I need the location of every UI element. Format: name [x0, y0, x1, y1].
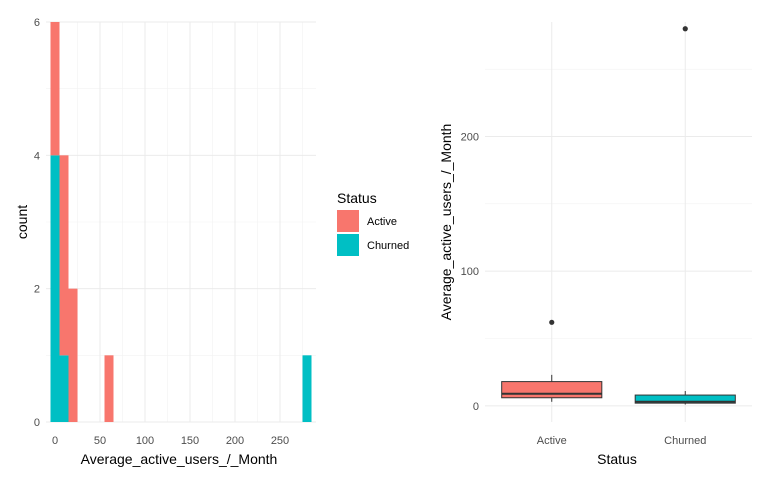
boxplot-y-tick-label: 100	[461, 266, 479, 278]
boxplot-box-active	[501, 381, 603, 399]
boxplot-outlier-active	[549, 319, 555, 325]
histogram-bar-churned	[50, 155, 60, 423]
boxplot-x-ticks: Active Churned	[537, 435, 707, 447]
histogram-x-tick-label: 100	[136, 435, 154, 447]
legend-label-active: Active	[367, 216, 397, 228]
boxplot-y-tick-label: 200	[461, 131, 479, 143]
boxplot-x-axis-title: Status	[597, 451, 637, 467]
histogram-bars	[50, 22, 312, 423]
boxplot-marks	[501, 26, 736, 405]
legend: Status Active Churned	[337, 190, 409, 256]
histogram-y-tick-label: 4	[34, 150, 40, 162]
histogram-x-tick-label: 150	[181, 435, 199, 447]
histogram-y-axis-title: count	[14, 205, 30, 239]
boxplot-y-axis-title: Average_active_users_/_Month	[438, 124, 454, 321]
histogram-x-ticks: 0 50 100 150 200 250	[52, 435, 289, 447]
boxplot-grid	[485, 22, 752, 422]
boxplot-y-tick-label: 0	[473, 401, 479, 413]
histogram-bar-churned	[59, 355, 69, 422]
legend-key-active	[337, 210, 359, 232]
histogram-x-tick-label: 200	[226, 435, 244, 447]
histogram-bar-churned	[302, 355, 312, 422]
histogram-x-tick-label: 0	[52, 435, 58, 447]
histogram-bar-active	[50, 22, 60, 156]
legend-key-churned	[337, 234, 359, 256]
boxplot-box-churned	[634, 394, 736, 404]
histogram-y-tick-label: 2	[34, 284, 40, 296]
histogram-x-axis-title: Average_active_users_/_Month	[81, 451, 278, 467]
histogram-y-tick-label: 6	[34, 17, 40, 29]
histogram-bar-active	[104, 355, 114, 422]
boxplot-y-ticks: 0 100 200	[461, 131, 479, 412]
histogram-y-ticks: 0 2 4 6	[34, 17, 40, 429]
histogram-bar-active	[68, 288, 78, 422]
boxplot-panel: Active Churned 0 100 200 Status Average_act…	[438, 22, 752, 467]
boxplot-outlier-churned	[682, 26, 688, 32]
legend-title: Status	[337, 190, 377, 206]
histogram-x-tick-label: 250	[271, 435, 289, 447]
legend-items: Active Churned	[337, 210, 409, 256]
histogram-bar-active	[59, 155, 69, 356]
histogram-grid	[46, 21, 316, 423]
histogram-x-tick-label: 50	[94, 435, 106, 447]
histogram-panel: 0 50 100 150 200 250 0 2 4 6 Average_active_user…	[14, 17, 316, 467]
legend-label-churned: Churned	[367, 240, 409, 252]
boxplot-x-tick-label: Active	[537, 435, 567, 447]
boxplot-x-tick-label: Churned	[664, 435, 706, 447]
histogram-y-tick-label: 0	[34, 417, 40, 429]
